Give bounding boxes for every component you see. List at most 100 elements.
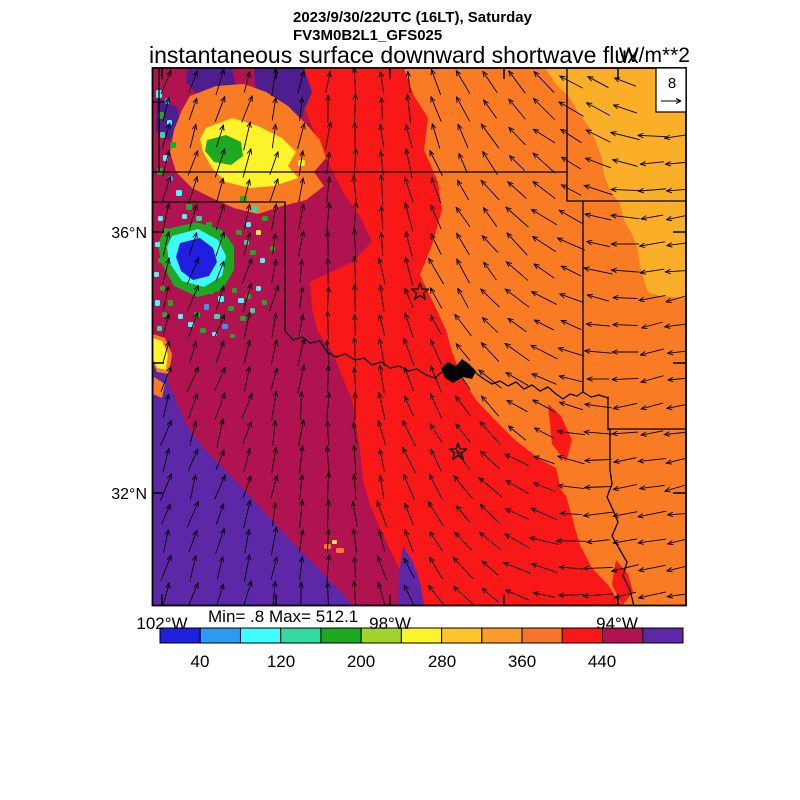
wind-arrow-head xyxy=(326,339,331,346)
wind-arrow-head xyxy=(192,204,198,210)
wind-arrow-head xyxy=(431,123,437,129)
wind-arrow-shaft xyxy=(457,288,469,308)
wind-arrow-head xyxy=(640,218,648,221)
wind-arrow-head xyxy=(429,556,431,564)
wind-arrow-head xyxy=(530,208,536,215)
wind-arrow xyxy=(458,152,468,174)
wind-arrow xyxy=(667,376,686,383)
wind-arrow-shaft xyxy=(216,177,224,203)
wind-arrow-shaft xyxy=(189,341,197,363)
wind-arrow-head xyxy=(300,419,305,425)
wind-arrow-head xyxy=(219,418,224,424)
wind-arrow xyxy=(404,312,414,338)
wind-arrow-shaft xyxy=(452,556,474,580)
wind-arrow xyxy=(404,529,414,553)
wind-arrow-shaft xyxy=(506,232,528,256)
lon-label-98w: 98°W xyxy=(369,614,411,633)
wind-arrow xyxy=(454,531,472,551)
wind-arrow-head xyxy=(557,592,564,596)
cloud-speckle xyxy=(162,312,167,317)
wind-arrow-head xyxy=(168,202,171,210)
wind-arrow-head xyxy=(273,526,278,533)
wind-arrow xyxy=(478,477,502,497)
wind-arrow xyxy=(403,338,415,366)
wind-arrow-shaft xyxy=(163,529,169,553)
wind-arrow xyxy=(481,317,499,333)
wind-arrow-shaft xyxy=(379,475,385,499)
wind-arrow-head xyxy=(584,213,590,218)
wind-arrow-head xyxy=(431,176,436,182)
wind-arrow-shaft xyxy=(406,93,412,125)
wind-arrow xyxy=(404,177,414,203)
wind-arrow-shaft xyxy=(505,372,529,386)
wind-arrow-head xyxy=(222,124,225,131)
wind-arrow xyxy=(298,313,305,337)
wind-arrow xyxy=(583,565,613,571)
wind-arrow xyxy=(272,580,278,606)
wind-arrow-head xyxy=(612,489,620,491)
wind-arrow-head xyxy=(479,421,483,428)
cloud-speckle xyxy=(252,206,258,212)
wind-arrow-shaft xyxy=(481,587,499,603)
wind-arrow-head xyxy=(584,457,591,462)
wind-arrow xyxy=(638,564,666,573)
wind-arrow-shaft xyxy=(429,531,443,551)
wind-arrow-head xyxy=(505,206,509,213)
wind-arrow-head xyxy=(275,203,279,210)
wind-arrow-shaft xyxy=(638,591,666,599)
wind-arrow-head xyxy=(665,187,672,192)
wind-arrow xyxy=(429,473,443,501)
wind-arrow-head xyxy=(664,161,671,165)
wind-arrow-shaft xyxy=(243,179,251,201)
wind-arrow xyxy=(189,555,198,581)
wind-arrow xyxy=(352,366,358,392)
wind-arrow xyxy=(429,150,443,176)
wind-arrow xyxy=(507,425,527,441)
wind-arrow xyxy=(405,71,411,93)
wind-arrow-head xyxy=(403,202,406,209)
wind-arrow xyxy=(215,203,225,231)
wind-arrow-head xyxy=(558,375,565,380)
wind-arrow-head xyxy=(508,70,514,75)
wind-arrow-shaft xyxy=(379,364,385,394)
wind-arrow-head xyxy=(481,560,488,564)
wind-arrow xyxy=(558,209,584,225)
wind-arrow xyxy=(506,399,528,413)
wind-arrow-head xyxy=(327,581,331,588)
wind-arrow-head xyxy=(302,529,305,536)
wind-arrow-head xyxy=(301,473,305,481)
wind-arrow xyxy=(585,321,611,327)
wind-arrow-head xyxy=(272,233,276,239)
wind-arrow-head xyxy=(456,232,462,238)
wind-arrow-head xyxy=(300,70,305,76)
wind-arrow-shaft xyxy=(353,528,357,554)
wind-arrow-head xyxy=(353,256,358,263)
wind-arrow-head xyxy=(586,102,591,108)
wind-arrow xyxy=(297,338,306,366)
wind-arrow-head xyxy=(666,245,673,248)
wind-arrow xyxy=(326,391,332,421)
wind-arrow-head xyxy=(275,312,278,319)
wind-arrow-head xyxy=(247,283,252,289)
wind-arrow-head xyxy=(482,207,489,212)
wind-arrow-shaft xyxy=(187,366,199,392)
cloud-speckle xyxy=(250,250,256,255)
wind-arrow-head xyxy=(219,503,224,509)
wind-arrow-shaft xyxy=(244,366,250,392)
wind-arrow xyxy=(482,207,498,227)
wind-arrow-head xyxy=(404,202,410,208)
wind-arrow xyxy=(559,511,583,517)
wind-arrow-head xyxy=(166,554,172,560)
wind-arrow-head xyxy=(249,448,252,455)
wind-arrow-shaft xyxy=(405,147,413,179)
wind-arrow-head xyxy=(455,206,462,211)
wind-arrow xyxy=(189,123,198,149)
wind-arrow-head xyxy=(667,379,674,383)
wind-arrow xyxy=(584,457,612,463)
wind-arrow-head xyxy=(169,176,172,183)
wind-arrow-head xyxy=(220,367,226,372)
cloud-speckle xyxy=(336,548,344,553)
wind-arrow xyxy=(665,457,686,465)
wind-arrow-shaft xyxy=(403,584,415,606)
wind-arrow xyxy=(269,178,279,202)
